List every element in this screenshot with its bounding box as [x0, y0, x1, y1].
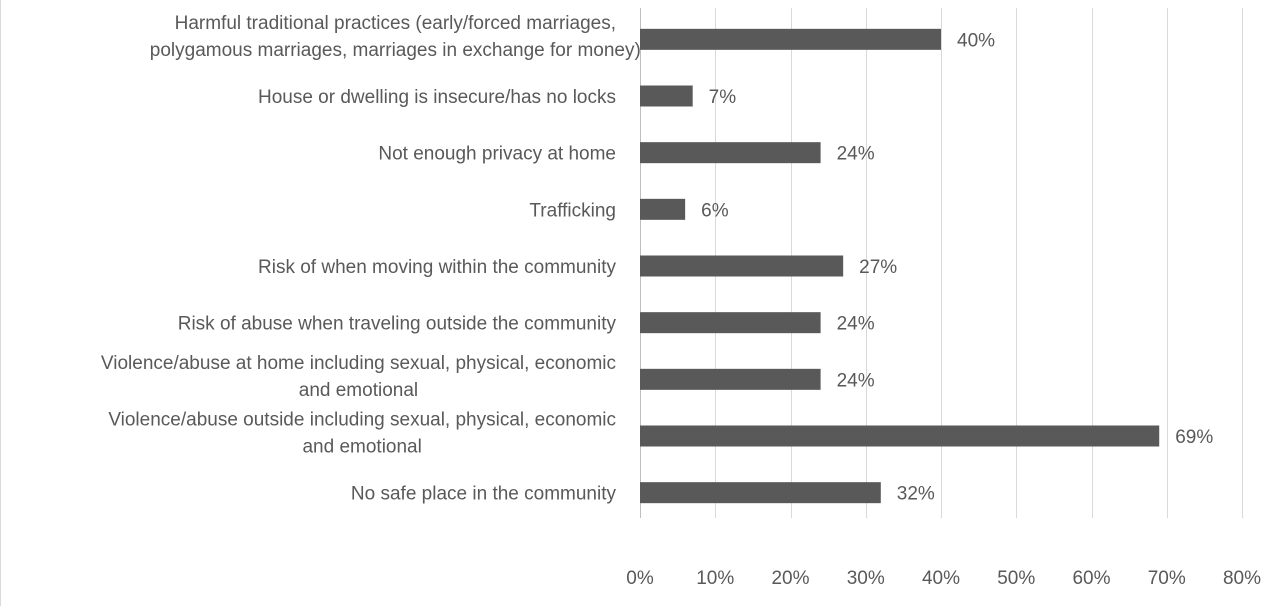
data-label: 32% [897, 484, 935, 505]
category-label: Risk of abuse when traveling outside the… [178, 314, 617, 335]
bar [640, 255, 844, 277]
gridlines [640, 8, 1243, 518]
bar [640, 482, 881, 504]
data-label: 69% [1175, 427, 1213, 448]
category-label: Risk of when moving within the community [258, 257, 616, 278]
category-label: Not enough privacy at home [378, 144, 616, 165]
bar [640, 368, 821, 390]
bars [640, 28, 1160, 504]
category-label: and emotional [299, 380, 418, 401]
data-label: 7% [709, 87, 737, 108]
bar [640, 142, 821, 164]
data-label: 6% [701, 200, 729, 221]
data-label: 24% [837, 144, 875, 165]
x-tick-label: 60% [1072, 568, 1110, 589]
bar [640, 85, 693, 107]
x-tick-label: 20% [771, 568, 809, 589]
data-label: 27% [859, 257, 897, 278]
bar [640, 198, 686, 220]
bar [640, 312, 821, 334]
x-tick-label: 70% [1148, 568, 1186, 589]
x-axis-ticks: 0% 10% 20% 30% 40% 50% 60% 70% 80% [626, 568, 1261, 589]
data-label: 40% [957, 30, 995, 51]
x-tick-label: 50% [997, 568, 1035, 589]
x-tick-label: 40% [922, 568, 960, 589]
category-label: polygamous marriages, marriages in excha… [150, 40, 641, 61]
category-label: House or dwelling is insecure/has no loc… [258, 87, 616, 108]
data-labels: 40% 7% 24% 6% 27% 24% 24% 69% 32% [701, 30, 1213, 504]
bar [640, 425, 1160, 447]
x-tick-label: 0% [626, 568, 654, 589]
category-label: Violence/abuse outside including sexual,… [108, 410, 616, 431]
data-label: 24% [837, 314, 875, 335]
x-tick-label: 10% [696, 568, 734, 589]
category-label: Trafficking [529, 200, 616, 221]
category-labels: Harmful traditional practices (early/for… [101, 13, 641, 505]
category-label: Violence/abuse at home including sexual,… [101, 353, 616, 374]
x-tick-label: 80% [1223, 568, 1261, 589]
bar [640, 28, 941, 50]
category-label: and emotional [302, 437, 421, 458]
category-label: No safe place in the community [351, 484, 617, 505]
x-tick-label: 30% [847, 568, 885, 589]
data-label: 24% [837, 370, 875, 391]
category-label: Harmful traditional practices (early/for… [175, 13, 616, 34]
